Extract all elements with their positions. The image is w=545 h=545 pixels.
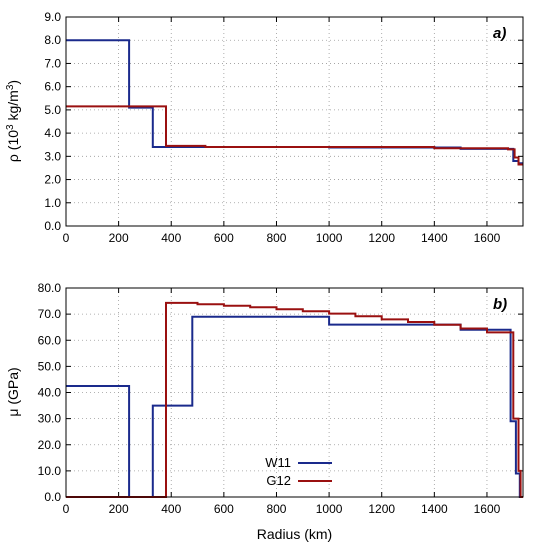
- y-axis-label-part: ρ (10: [5, 130, 21, 162]
- x-tick-label: 1600: [474, 231, 501, 245]
- x-tick-label: 1400: [421, 502, 448, 516]
- series-line-w11: [66, 315, 523, 498]
- x-tick-label: 200: [109, 502, 129, 516]
- x-tick-label: 1000: [316, 231, 343, 245]
- x-tick-label: 600: [214, 231, 234, 245]
- x-tick-label: 1400: [421, 231, 448, 245]
- x-tick-label: 1600: [474, 502, 501, 516]
- y-tick-label: 8.0: [44, 33, 61, 47]
- y-tick-label: 3.0: [44, 149, 61, 163]
- y-tick-label: 50.0: [38, 359, 62, 373]
- y-tick-label: 7.0: [44, 56, 61, 70]
- y-tick-label: 6.0: [44, 80, 61, 94]
- x-tick-label: 800: [266, 502, 286, 516]
- y-axis-label-superscript: 3: [5, 124, 16, 130]
- y-tick-label: 30.0: [38, 412, 62, 426]
- y-tick-label: 1.0: [44, 196, 61, 210]
- y-tick-label: 70.0: [38, 307, 62, 321]
- panel-shear-modulus: 0 200 400 600 800 1000 1200 1400 1600 0.0 10.0 20.0…: [5, 281, 524, 542]
- series-line-g12: [66, 105, 523, 166]
- x-axis-label: Radius (km): [257, 526, 332, 542]
- y-tick-label: 20.0: [38, 438, 62, 452]
- panel-label: a): [493, 25, 506, 42]
- x-tick-label: 400: [161, 231, 181, 245]
- panel-density: 0 200 400 600 800 1000 1200 1400 1600 0.0 1.0 2.0 3.…: [5, 10, 524, 245]
- x-tick-label: 800: [266, 231, 286, 245]
- x-tick-label: 1200: [368, 231, 395, 245]
- x-tick-label: 0: [63, 231, 70, 245]
- y-tick-label: 0.0: [44, 219, 61, 233]
- y-tick-label: 4.0: [44, 126, 61, 140]
- y-tick-label: 10.0: [38, 464, 62, 478]
- panel-label: b): [493, 296, 507, 313]
- x-tick-label: 400: [161, 502, 181, 516]
- x-tick-label: 0: [63, 502, 70, 516]
- y-tick-label: 60.0: [38, 333, 62, 347]
- y-tick-label: 80.0: [38, 281, 62, 295]
- y-tick-label: 2.0: [44, 173, 61, 187]
- series-line-g12: [66, 301, 523, 498]
- plot-frame: [65, 16, 524, 227]
- legend-label-g12: G12: [266, 473, 291, 488]
- plot-frame: [65, 287, 524, 498]
- y-tick-label: 5.0: [44, 103, 61, 117]
- y-tick-label: 9.0: [44, 10, 61, 24]
- y-tick-label: 0.0: [44, 490, 61, 504]
- y-axis-label-part: kg/m: [5, 90, 21, 124]
- y-axis-label-part: ): [5, 80, 21, 85]
- legend-label-w11: W11: [265, 455, 291, 470]
- y-tick-label: 40.0: [38, 386, 62, 400]
- y-axis-label-superscript: 3: [5, 84, 16, 90]
- x-tick-label: 200: [109, 231, 129, 245]
- x-tick-label: 600: [214, 502, 234, 516]
- y-axis-label: μ (GPa): [5, 367, 21, 416]
- y-axis-label: ρ (103 kg/m3): [5, 80, 21, 162]
- x-tick-label: 1000: [316, 502, 343, 516]
- x-tick-label: 1200: [368, 502, 395, 516]
- series-line-w11: [66, 39, 523, 165]
